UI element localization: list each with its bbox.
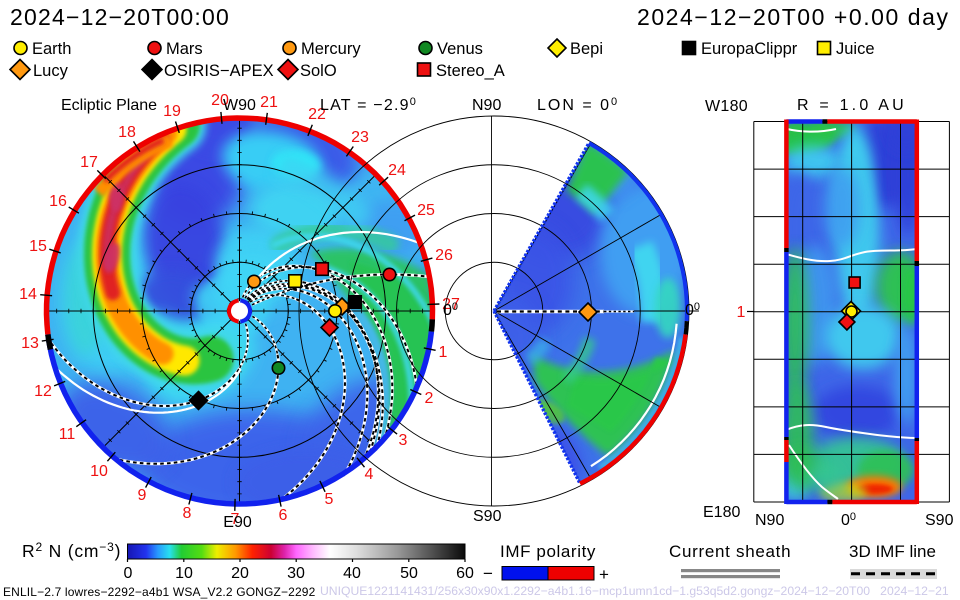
svg-text:10: 10 bbox=[90, 463, 108, 480]
svg-text:20: 20 bbox=[211, 92, 229, 109]
svg-text:12: 12 bbox=[34, 383, 52, 400]
svg-text:9: 9 bbox=[138, 487, 147, 504]
svg-text:Ecliptic Plane: Ecliptic Plane bbox=[61, 97, 157, 114]
svg-text:7: 7 bbox=[231, 511, 240, 528]
svg-text:00: 00 bbox=[443, 301, 458, 319]
svg-text:ENLIL−2.7 lowres−2292−a4b1 WSA: ENLIL−2.7 lowres−2292−a4b1 WSA_V2.2 GONG… bbox=[3, 585, 316, 599]
svg-text:E180: E180 bbox=[703, 504, 740, 521]
svg-text:23: 23 bbox=[351, 129, 369, 146]
svg-text:2024−12−20T00:00: 2024−12−20T00:00 bbox=[10, 4, 230, 30]
svg-text:R = 1.0 AU: R = 1.0 AU bbox=[797, 97, 907, 114]
svg-text:IMF polarity: IMF polarity bbox=[500, 542, 596, 561]
svg-text:2024−12−20T00 +0.00 day: 2024−12−20T00 +0.00 day bbox=[637, 4, 950, 30]
svg-text:00: 00 bbox=[841, 511, 856, 529]
svg-text:LON = 00: LON = 00 bbox=[537, 96, 619, 114]
svg-text:60: 60 bbox=[456, 565, 474, 582]
svg-text:3: 3 bbox=[399, 432, 408, 449]
svg-text:R2 N (cm−3): R2 N (cm−3) bbox=[22, 540, 121, 561]
svg-text:22: 22 bbox=[308, 106, 326, 123]
svg-text:Current sheath: Current sheath bbox=[669, 542, 791, 561]
svg-text:Bepi: Bepi bbox=[570, 40, 603, 58]
svg-text:30: 30 bbox=[287, 565, 305, 582]
svg-text:W180: W180 bbox=[705, 98, 748, 115]
svg-text:8: 8 bbox=[183, 505, 192, 522]
svg-text:11: 11 bbox=[59, 426, 76, 443]
svg-text:Stereo_A: Stereo_A bbox=[436, 62, 505, 80]
svg-text:17: 17 bbox=[80, 154, 98, 171]
svg-text:2: 2 bbox=[425, 390, 434, 407]
svg-text:Venus: Venus bbox=[437, 40, 483, 58]
svg-text:−: − bbox=[483, 564, 493, 583]
svg-text:N90: N90 bbox=[755, 512, 784, 529]
svg-text:4: 4 bbox=[365, 466, 374, 483]
svg-text:13: 13 bbox=[21, 335, 39, 352]
svg-text:25: 25 bbox=[417, 202, 435, 219]
svg-text:EuropaClippr: EuropaClippr bbox=[701, 40, 798, 58]
svg-text:50: 50 bbox=[400, 565, 418, 582]
svg-text:1: 1 bbox=[737, 304, 746, 321]
svg-text:0: 0 bbox=[124, 565, 133, 582]
svg-text:Mars: Mars bbox=[166, 40, 203, 58]
svg-text:N90: N90 bbox=[472, 97, 501, 114]
svg-text:26: 26 bbox=[435, 247, 453, 264]
svg-text:14: 14 bbox=[19, 286, 37, 303]
svg-text:40: 40 bbox=[343, 565, 361, 582]
svg-text:19: 19 bbox=[163, 103, 181, 120]
svg-text:Juice: Juice bbox=[836, 40, 875, 58]
svg-text:UNIQUE1221141431/256x30x90x1.2: UNIQUE1221141431/256x30x90x1.2292−a4b1.1… bbox=[320, 584, 949, 598]
svg-text:W90: W90 bbox=[223, 97, 256, 114]
svg-text:18: 18 bbox=[118, 124, 136, 141]
svg-text:S90: S90 bbox=[925, 512, 954, 529]
svg-text:00: 00 bbox=[685, 301, 700, 319]
svg-text:Earth: Earth bbox=[32, 40, 71, 58]
svg-text:E90: E90 bbox=[223, 514, 252, 531]
svg-text:+: + bbox=[599, 565, 609, 584]
svg-text:Lucy: Lucy bbox=[33, 62, 69, 80]
svg-text:S90: S90 bbox=[473, 508, 502, 525]
svg-text:OSIRIS−APEX: OSIRIS−APEX bbox=[164, 62, 274, 80]
svg-text:21: 21 bbox=[260, 94, 278, 111]
svg-text:5: 5 bbox=[325, 491, 334, 508]
svg-text:15: 15 bbox=[29, 238, 47, 255]
svg-text:3D IMF line: 3D IMF line bbox=[849, 542, 936, 561]
svg-text:SolO: SolO bbox=[300, 62, 337, 80]
svg-text:6: 6 bbox=[279, 507, 288, 524]
svg-text:10: 10 bbox=[175, 565, 193, 582]
svg-text:1: 1 bbox=[439, 344, 448, 361]
svg-text:24: 24 bbox=[388, 162, 406, 179]
svg-text:16: 16 bbox=[49, 193, 67, 210]
svg-text:LAT = −2.90: LAT = −2.90 bbox=[320, 96, 417, 114]
svg-text:Mercury: Mercury bbox=[301, 40, 361, 58]
svg-text:20: 20 bbox=[231, 565, 249, 582]
